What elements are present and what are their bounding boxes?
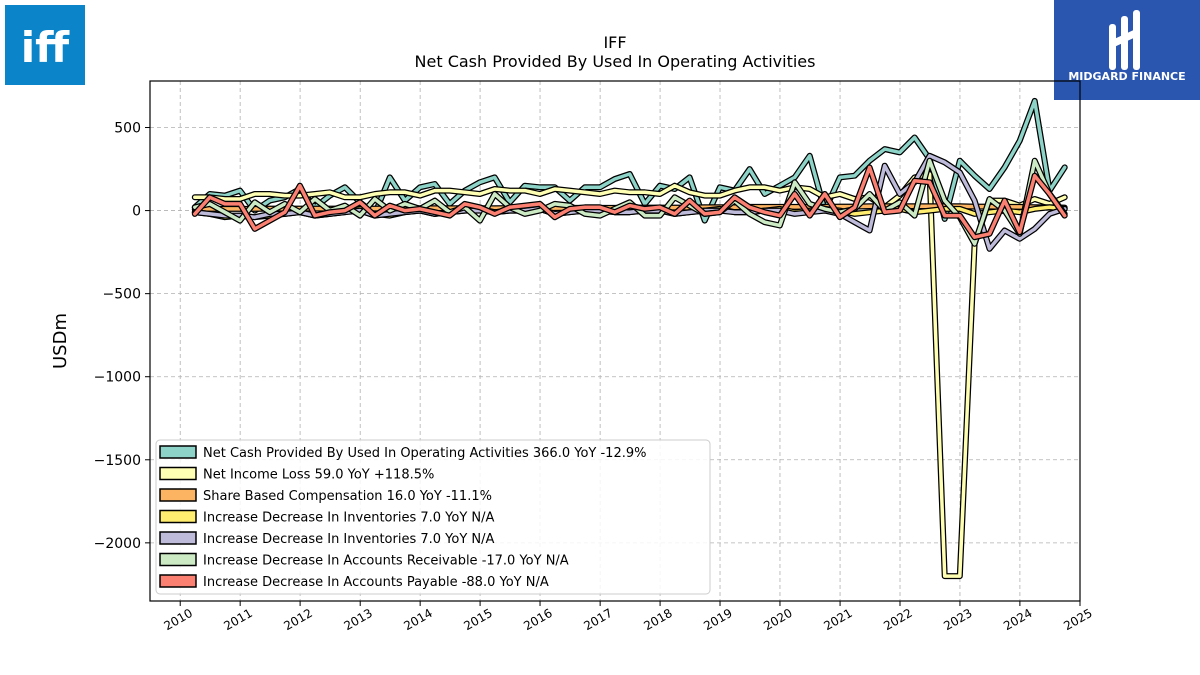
- y-tick-label: −1000: [94, 370, 141, 386]
- y-axis-label: USDm: [50, 313, 71, 369]
- legend-swatch-3: [159, 509, 197, 524]
- midgard-logo-text: MIDGARD FINANCE: [1068, 70, 1185, 83]
- x-tick-label: 2019: [701, 606, 734, 633]
- x-tick-label: 2016: [521, 606, 554, 633]
- iff-logo-text: iff: [21, 23, 70, 72]
- legend-label-0: Net Cash Provided By Used In Operating A…: [203, 446, 646, 461]
- legend-label-4: Increase Decrease In Inventories 7.0 YoY…: [203, 532, 495, 547]
- y-tick-label: −2000: [94, 536, 141, 552]
- legend-swatch-1: [159, 466, 197, 481]
- x-tick-label: 2012: [281, 606, 314, 633]
- x-tick-label: 2025: [1061, 606, 1094, 633]
- x-tick-label: 2024: [1001, 606, 1034, 633]
- legend-swatch-4: [159, 531, 197, 545]
- x-tick-label: 2015: [461, 606, 494, 633]
- legend-swatch-0: [159, 445, 197, 459]
- legend-swatch-2: [159, 488, 197, 502]
- legend-swatch-6: [159, 574, 197, 588]
- legend-label-5: Increase Decrease In Accounts Receivable…: [203, 554, 569, 569]
- legend-label-2: Share Based Compensation 16.0 YoY -11.1%: [203, 489, 492, 504]
- x-tick-label: 2010: [161, 606, 194, 633]
- x-tick-label: 2014: [401, 606, 434, 633]
- legend-label-6: Increase Decrease In Accounts Payable -8…: [203, 575, 549, 590]
- series-line-6: [193, 165, 1067, 239]
- midgard-logo-mark: [1109, 10, 1140, 70]
- iff-logo-background: [5, 5, 85, 85]
- legend: Net Cash Provided By Used In Operating A…: [155, 439, 711, 595]
- series-line-5: [193, 158, 1067, 246]
- y-tick-label: −1500: [94, 453, 141, 469]
- x-tick-label: 2023: [941, 606, 974, 633]
- legend-box: [155, 439, 711, 595]
- legend-label-1: Net Income Loss 59.0 YoY +118.5%: [203, 468, 434, 483]
- plot-frame: [149, 80, 1081, 602]
- y-tick-label: 0: [132, 204, 141, 220]
- iff-logo-graphic: iff: [5, 5, 85, 85]
- midgard-finance-logo: MIDGARD FINANCE: [1054, 0, 1200, 100]
- midgard-finance-logo-graphic: MIDGARD FINANCE: [1054, 0, 1200, 100]
- series-layer: [191, 97, 1068, 580]
- x-tick-label: 2022: [881, 606, 914, 633]
- legend-swatch-5: [159, 552, 197, 567]
- x-tick-label: 2011: [221, 606, 254, 633]
- series-line-0: [193, 99, 1067, 223]
- legend-label-3: Increase Decrease In Inventories 7.0 YoY…: [203, 511, 495, 526]
- y-tick-label: 500: [114, 121, 141, 137]
- y-tick-label: −500: [103, 287, 141, 303]
- chart-title: IFF: [603, 33, 626, 52]
- chart-subtitle: Net Cash Provided By Used In Operating A…: [415, 52, 816, 71]
- x-tick-label: 2017: [581, 606, 614, 633]
- iff-logo: iff: [5, 5, 85, 85]
- x-tick-label: 2013: [341, 606, 374, 633]
- x-tick-label: 2018: [641, 606, 674, 633]
- x-tick-label: 2021: [821, 606, 854, 633]
- x-tick-label: 2020: [761, 606, 794, 633]
